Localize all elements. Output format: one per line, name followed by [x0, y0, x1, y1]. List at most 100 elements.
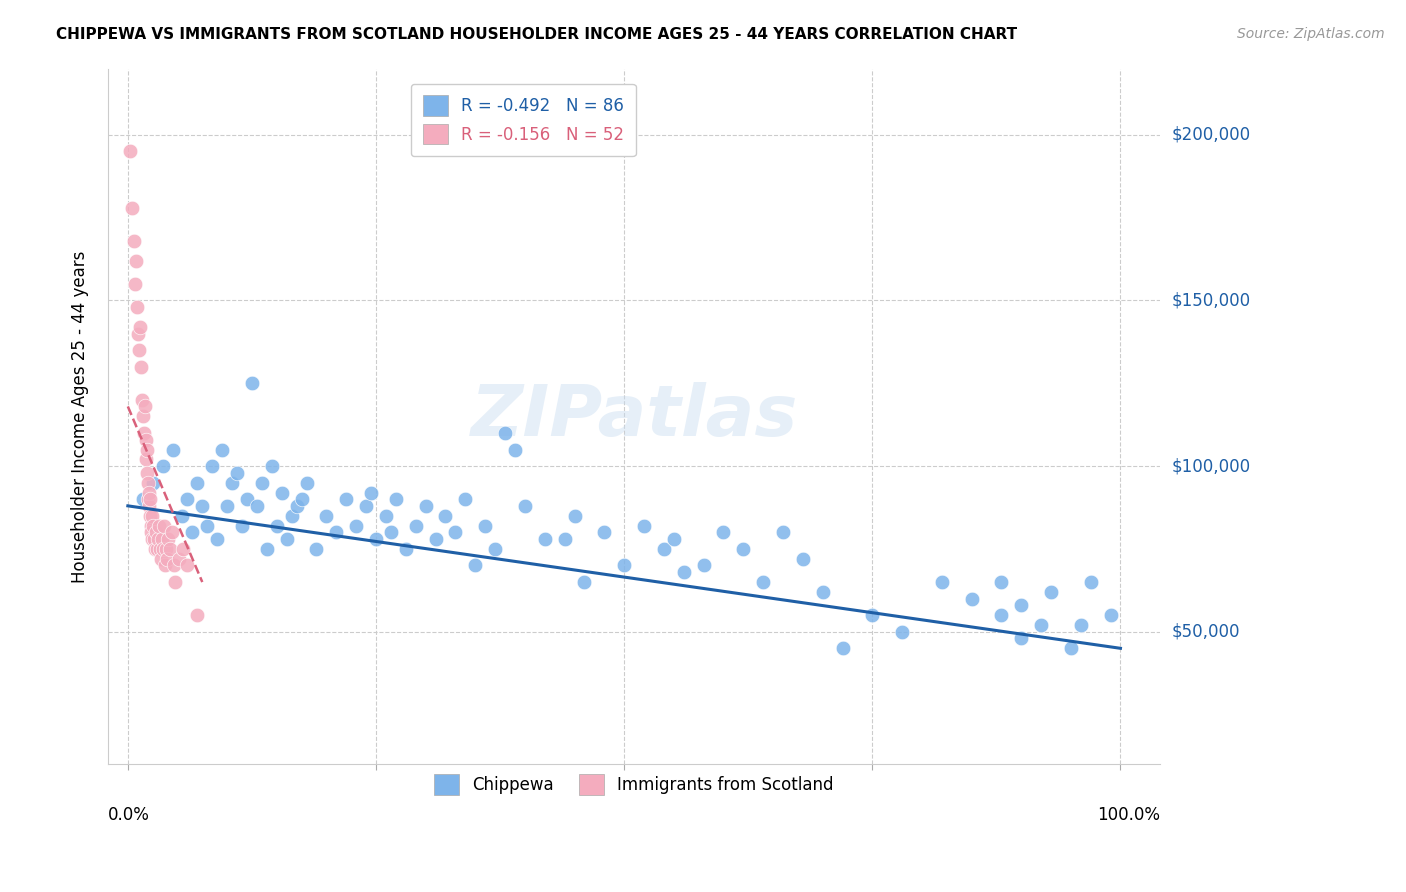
- Point: [142, 518, 165, 533]
- Point: [374, 508, 396, 523]
- Point: [434, 508, 457, 523]
- Point: [305, 541, 328, 556]
- Point: [990, 608, 1012, 623]
- Point: [464, 558, 486, 573]
- Point: [574, 575, 596, 590]
- Point: [136, 475, 159, 490]
- Point: [141, 532, 163, 546]
- Point: [127, 326, 149, 341]
- Point: [395, 541, 418, 556]
- Point: [564, 508, 586, 523]
- Point: [142, 475, 165, 490]
- Point: [186, 475, 208, 490]
- Point: [270, 485, 292, 500]
- Point: [129, 359, 152, 374]
- Text: ZIPatlas: ZIPatlas: [471, 382, 797, 450]
- Point: [484, 541, 506, 556]
- Point: [169, 552, 191, 566]
- Point: [1010, 599, 1032, 613]
- Point: [1039, 585, 1062, 599]
- Text: $50,000: $50,000: [1171, 623, 1240, 640]
- Point: [205, 532, 228, 546]
- Point: [633, 518, 655, 533]
- Point: [290, 492, 312, 507]
- Point: [128, 343, 150, 358]
- Point: [280, 508, 302, 523]
- Point: [156, 532, 179, 546]
- Point: [132, 425, 155, 440]
- Point: [138, 508, 160, 523]
- Point: [201, 459, 224, 474]
- Point: [891, 624, 914, 639]
- Point: [662, 532, 685, 546]
- Text: 100.0%: 100.0%: [1097, 806, 1160, 824]
- Point: [474, 518, 496, 533]
- Point: [135, 466, 157, 480]
- Point: [152, 459, 174, 474]
- Point: [211, 442, 233, 457]
- Point: [176, 492, 198, 507]
- Point: [415, 499, 437, 513]
- Point: [990, 575, 1012, 590]
- Point: [226, 466, 249, 480]
- Point: [256, 541, 278, 556]
- Point: [554, 532, 576, 546]
- Point: [692, 558, 714, 573]
- Point: [125, 253, 148, 268]
- Point: [159, 541, 181, 556]
- Point: [335, 492, 357, 507]
- Point: [733, 541, 755, 556]
- Point: [135, 433, 157, 447]
- Point: [138, 492, 160, 507]
- Point: [122, 234, 145, 248]
- Point: [146, 532, 169, 546]
- Point: [454, 492, 477, 507]
- Text: Source: ZipAtlas.com: Source: ZipAtlas.com: [1237, 27, 1385, 41]
- Point: [118, 145, 141, 159]
- Point: [145, 525, 167, 540]
- Point: [149, 541, 172, 556]
- Point: [153, 558, 176, 573]
- Point: [276, 532, 298, 546]
- Point: [217, 499, 239, 513]
- Point: [138, 485, 160, 500]
- Legend: Chippewa, Immigrants from Scotland: Chippewa, Immigrants from Scotland: [425, 764, 844, 805]
- Point: [231, 518, 253, 533]
- Point: [141, 508, 163, 523]
- Point: [135, 442, 157, 457]
- Point: [191, 499, 214, 513]
- Point: [195, 518, 218, 533]
- Point: [136, 492, 159, 507]
- Point: [139, 525, 162, 540]
- Point: [181, 525, 204, 540]
- Point: [325, 525, 347, 540]
- Point: [221, 475, 243, 490]
- Point: [236, 492, 259, 507]
- Point: [364, 532, 387, 546]
- Point: [860, 608, 883, 623]
- Point: [960, 591, 983, 606]
- Point: [1010, 632, 1032, 646]
- Point: [444, 525, 467, 540]
- Point: [315, 508, 337, 523]
- Point: [150, 532, 173, 546]
- Point: [792, 552, 814, 566]
- Point: [152, 518, 174, 533]
- Point: [380, 525, 402, 540]
- Point: [172, 508, 194, 523]
- Point: [160, 525, 183, 540]
- Point: [931, 575, 953, 590]
- Point: [295, 475, 318, 490]
- Point: [405, 518, 427, 533]
- Point: [385, 492, 408, 507]
- Point: [186, 608, 208, 623]
- Point: [145, 541, 167, 556]
- Point: [155, 541, 177, 556]
- Point: [148, 518, 170, 533]
- Point: [162, 442, 184, 457]
- Point: [132, 409, 155, 424]
- Point: [1029, 618, 1052, 632]
- Point: [152, 541, 174, 556]
- Point: [266, 518, 288, 533]
- Point: [811, 585, 834, 599]
